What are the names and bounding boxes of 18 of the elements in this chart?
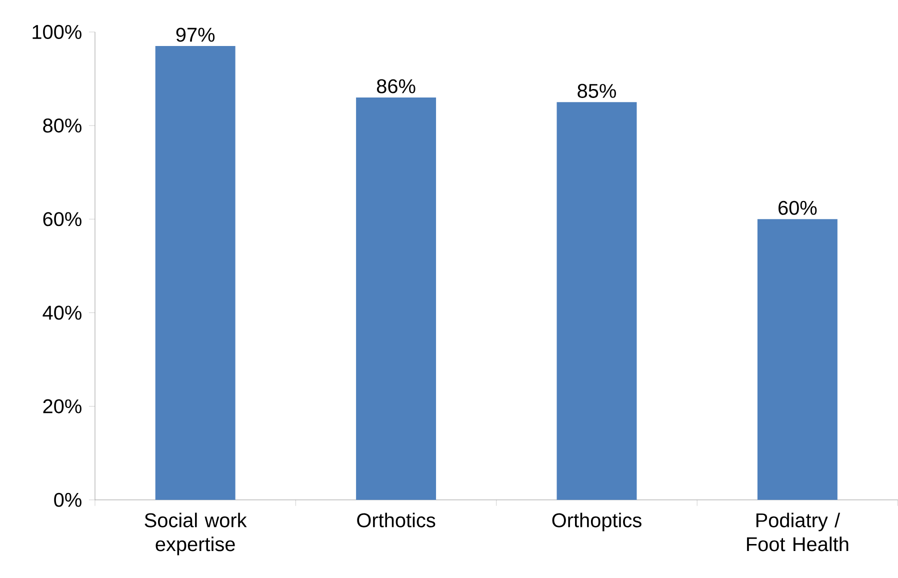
- data-label: 97%: [176, 28, 215, 42]
- y-tick-label: 100%: [32, 24, 82, 40]
- bar: [356, 98, 436, 500]
- x-tick-label: Orthotics: [357, 512, 436, 528]
- x-tick-label: Orthoptics: [552, 512, 642, 532]
- bar: [556, 102, 637, 500]
- x-tick-label: Social work expertise: [144, 512, 247, 556]
- data-label: 85%: [578, 84, 616, 98]
- y-tick-label: 20%: [43, 399, 82, 414]
- data-label: 60%: [778, 200, 817, 215]
- bar: [155, 46, 236, 500]
- y-tick-label: 40%: [42, 306, 82, 320]
- x-tick-label: Podiatry / Foot Health: [747, 512, 848, 552]
- y-tick-label: 80%: [43, 118, 82, 133]
- y-tick-label: 0%: [54, 492, 82, 507]
- y-tick-label: 60%: [43, 212, 82, 226]
- bar: [757, 219, 838, 500]
- data-label: 86%: [376, 79, 416, 94]
